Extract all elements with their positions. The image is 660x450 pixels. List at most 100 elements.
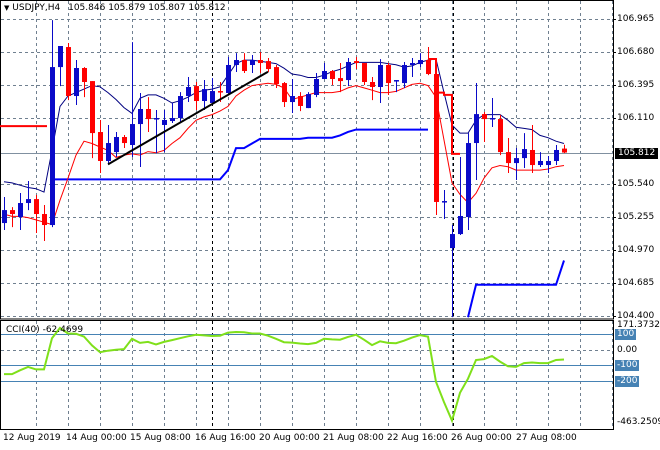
candle-bull: [74, 68, 79, 97]
candle-bull: [202, 89, 207, 102]
candle-bull: [26, 199, 31, 204]
candle-bear: [362, 63, 367, 83]
candle-bull: [18, 203, 23, 218]
time-label: 26 Aug 00:00: [451, 433, 512, 443]
cci-line: [4, 326, 565, 424]
cci-level-label: 100: [615, 328, 637, 340]
candle-bear: [10, 210, 15, 215]
price-axis-label: 104.970: [617, 244, 655, 255]
candle-bear: [330, 71, 335, 80]
candle-bear: [354, 61, 359, 64]
candle-bull: [402, 64, 407, 84]
candle-bear: [562, 148, 567, 153]
price-axis-label: 104.400: [617, 310, 655, 321]
candle-bull: [458, 215, 463, 235]
cci-panel-frame: [0, 320, 614, 430]
candle-bull: [162, 119, 167, 125]
candle-bull: [466, 143, 471, 218]
current-price-label: 105.812: [615, 147, 659, 159]
price-panel-frame: [0, 0, 614, 320]
candle-bull: [546, 160, 551, 166]
candle-bear: [498, 119, 503, 153]
price-axis-label: 106.680: [617, 46, 655, 57]
candle-bull: [290, 96, 295, 103]
candle-bear: [66, 47, 71, 97]
candle-bull: [50, 67, 55, 226]
candle-bear: [42, 214, 47, 226]
candle-bear: [338, 78, 343, 82]
candle-bull: [138, 108, 143, 125]
candle-bull: [2, 210, 7, 224]
candle-bear: [482, 114, 487, 120]
candle-bull: [474, 114, 479, 144]
candle-bear: [386, 64, 391, 84]
candle-bull: [522, 149, 527, 159]
candle-bull: [186, 86, 191, 97]
candle-bull: [170, 118, 175, 122]
candle-bull: [114, 137, 119, 153]
candle-bull: [314, 79, 319, 95]
candle-bear: [218, 91, 223, 93]
candle-bull: [234, 60, 239, 65]
candle-bull: [410, 63, 415, 65]
candle-bull: [250, 60, 255, 65]
symbol-timeframe: USDJPY,H4: [12, 3, 61, 13]
price-axis-label: 106.110: [617, 112, 655, 123]
time-label: 16 Aug 16:00: [195, 433, 256, 443]
candle-bull: [154, 118, 159, 120]
candle-bull: [538, 160, 543, 166]
cci-label: CCI(40) -62.4699: [6, 325, 83, 336]
candle-bull: [322, 71, 327, 80]
candle-bull: [106, 143, 111, 161]
candle-bear: [258, 60, 263, 64]
cci-scale-label: 171.3732: [617, 320, 660, 330]
candle-bull: [58, 46, 63, 68]
candle-bear: [370, 82, 375, 87]
time-label: 22 Aug 16:00: [387, 433, 448, 443]
red-step-line: [428, 58, 460, 155]
support-step-line: [467, 260, 565, 318]
candle-bull: [394, 80, 399, 82]
candle-bull: [514, 158, 519, 164]
candle-bull: [178, 96, 183, 119]
candle-bull: [554, 149, 559, 161]
time-label: 15 Aug 08:00: [130, 433, 191, 443]
candle-bull: [210, 91, 215, 103]
triangle-down-icon[interactable]: ▼: [4, 4, 10, 12]
cci-level-label: -200: [615, 375, 640, 387]
support-step-line: [52, 128, 428, 181]
cci-title: CCI(40): [6, 325, 40, 335]
time-label: 14 Aug 00:00: [66, 433, 127, 443]
candle-bear: [426, 60, 431, 75]
candle-bull: [130, 124, 135, 146]
upper-band-line: [3, 58, 565, 193]
price-axis-label: 104.685: [617, 277, 655, 288]
candle-bear: [146, 108, 151, 120]
candle-bear: [90, 81, 95, 134]
candle-bear: [194, 86, 199, 102]
candle-bear: [266, 61, 271, 70]
price-axis-label: 106.395: [617, 79, 655, 90]
candle-bull: [418, 60, 423, 65]
candle-bear: [34, 199, 39, 215]
candle-bear: [530, 149, 535, 166]
candle-bear: [298, 96, 303, 106]
candle-bear: [506, 152, 511, 164]
candle-bear: [274, 67, 279, 84]
time-label: 27 Aug 08:00: [516, 433, 577, 443]
trendline: [107, 70, 269, 166]
candle-bull: [450, 234, 455, 249]
price-axis-label: 106.965: [617, 13, 655, 24]
candle-bear: [122, 137, 127, 144]
candle-bear: [282, 83, 287, 103]
cci-value: -62.4699: [42, 325, 84, 335]
cci-level-label: -100: [615, 359, 640, 371]
cci-level-label: 0.00: [617, 344, 638, 355]
ohlc-values: 105.846 105.879 105.807 105.812: [68, 3, 226, 13]
cci-scale-label: -463.2509: [617, 417, 660, 427]
candle-bull: [442, 201, 447, 203]
time-label: 20 Aug 00:00: [259, 433, 320, 443]
candle-bull: [346, 61, 351, 81]
candle-bear: [98, 132, 103, 161]
